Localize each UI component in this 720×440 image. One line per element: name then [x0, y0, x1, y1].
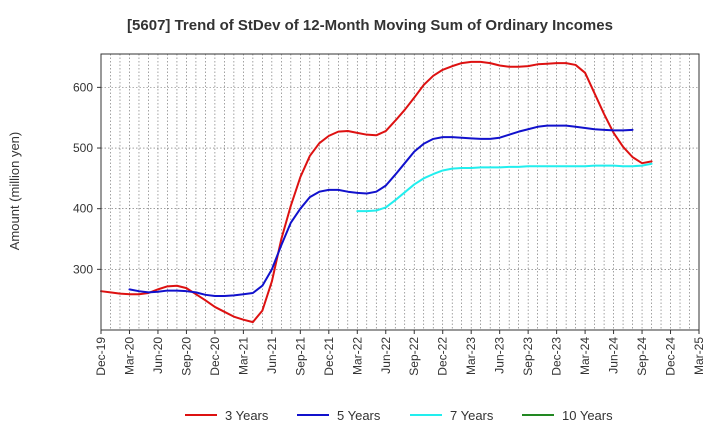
y-tick-labels: 300 400 500 600 [73, 80, 101, 276]
x-tick-label: Jun-23 [493, 337, 507, 374]
legend: 3 Years 5 Years 7 Years 10 Years [185, 408, 613, 423]
x-tick-label: Dec-19 [94, 337, 108, 376]
y-tick-label: 300 [73, 262, 93, 276]
y-axis-label: Amount (million yen) [7, 132, 22, 251]
legend-label-7-years: 7 Years [450, 408, 494, 423]
x-tick-label: Dec-22 [436, 337, 450, 376]
series-line-5-years [128, 124, 634, 298]
x-tick-label: Dec-24 [664, 337, 678, 376]
series-lines [100, 60, 653, 324]
x-tick-label: Mar-22 [350, 337, 364, 375]
x-tick-label: Mar-25 [692, 337, 706, 375]
series-line-7-years [356, 162, 653, 213]
legend-label-5-years: 5 Years [337, 408, 381, 423]
x-tick-label: Jun-22 [379, 337, 393, 374]
x-tick-label: Sep-20 [179, 337, 193, 376]
legend-label-10-years: 10 Years [562, 408, 613, 423]
x-tick-label: Dec-21 [322, 337, 336, 376]
x-tick-label: Sep-24 [635, 337, 649, 376]
x-tick-label: Sep-23 [521, 337, 535, 376]
x-tick-label: Jun-21 [265, 337, 279, 374]
x-tick-label: Mar-21 [236, 337, 250, 375]
x-tick-label: Jun-20 [151, 337, 165, 374]
x-tick-label: Dec-23 [550, 337, 564, 376]
x-tick-label: Dec-20 [208, 337, 222, 376]
x-tick-label: Mar-24 [578, 337, 592, 375]
legend-label-3-years: 3 Years [225, 408, 269, 423]
grid [101, 54, 699, 330]
x-tick-label: Sep-22 [407, 337, 421, 376]
x-tick-label: Jun-24 [607, 337, 621, 374]
plot-frame [100, 53, 700, 331]
y-tick-label: 400 [73, 202, 93, 216]
y-tick-label: 600 [73, 80, 93, 94]
chart-title: [5607] Trend of StDev of 12-Month Moving… [127, 17, 613, 34]
x-tick-labels: Dec-19 Mar-20 Jun-20 Sep-20 Dec-20 Mar-21 Jun-… [94, 330, 706, 376]
x-tick-label: Mar-20 [122, 337, 136, 375]
x-tick-label: Mar-23 [464, 337, 478, 375]
x-tick-label: Sep-21 [293, 337, 307, 376]
y-tick-label: 500 [73, 141, 93, 155]
